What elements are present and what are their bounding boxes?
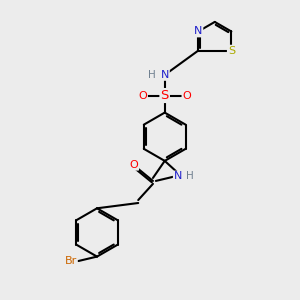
Text: S: S — [228, 46, 235, 56]
Text: S: S — [160, 89, 169, 102]
Text: N: N — [174, 172, 182, 182]
Text: O: O — [138, 91, 147, 100]
Text: Br: Br — [64, 256, 76, 266]
Text: O: O — [129, 160, 138, 170]
Text: H: H — [148, 70, 155, 80]
Text: O: O — [182, 91, 191, 100]
Text: N: N — [160, 70, 169, 80]
Text: N: N — [194, 26, 202, 37]
Text: H: H — [187, 172, 194, 182]
